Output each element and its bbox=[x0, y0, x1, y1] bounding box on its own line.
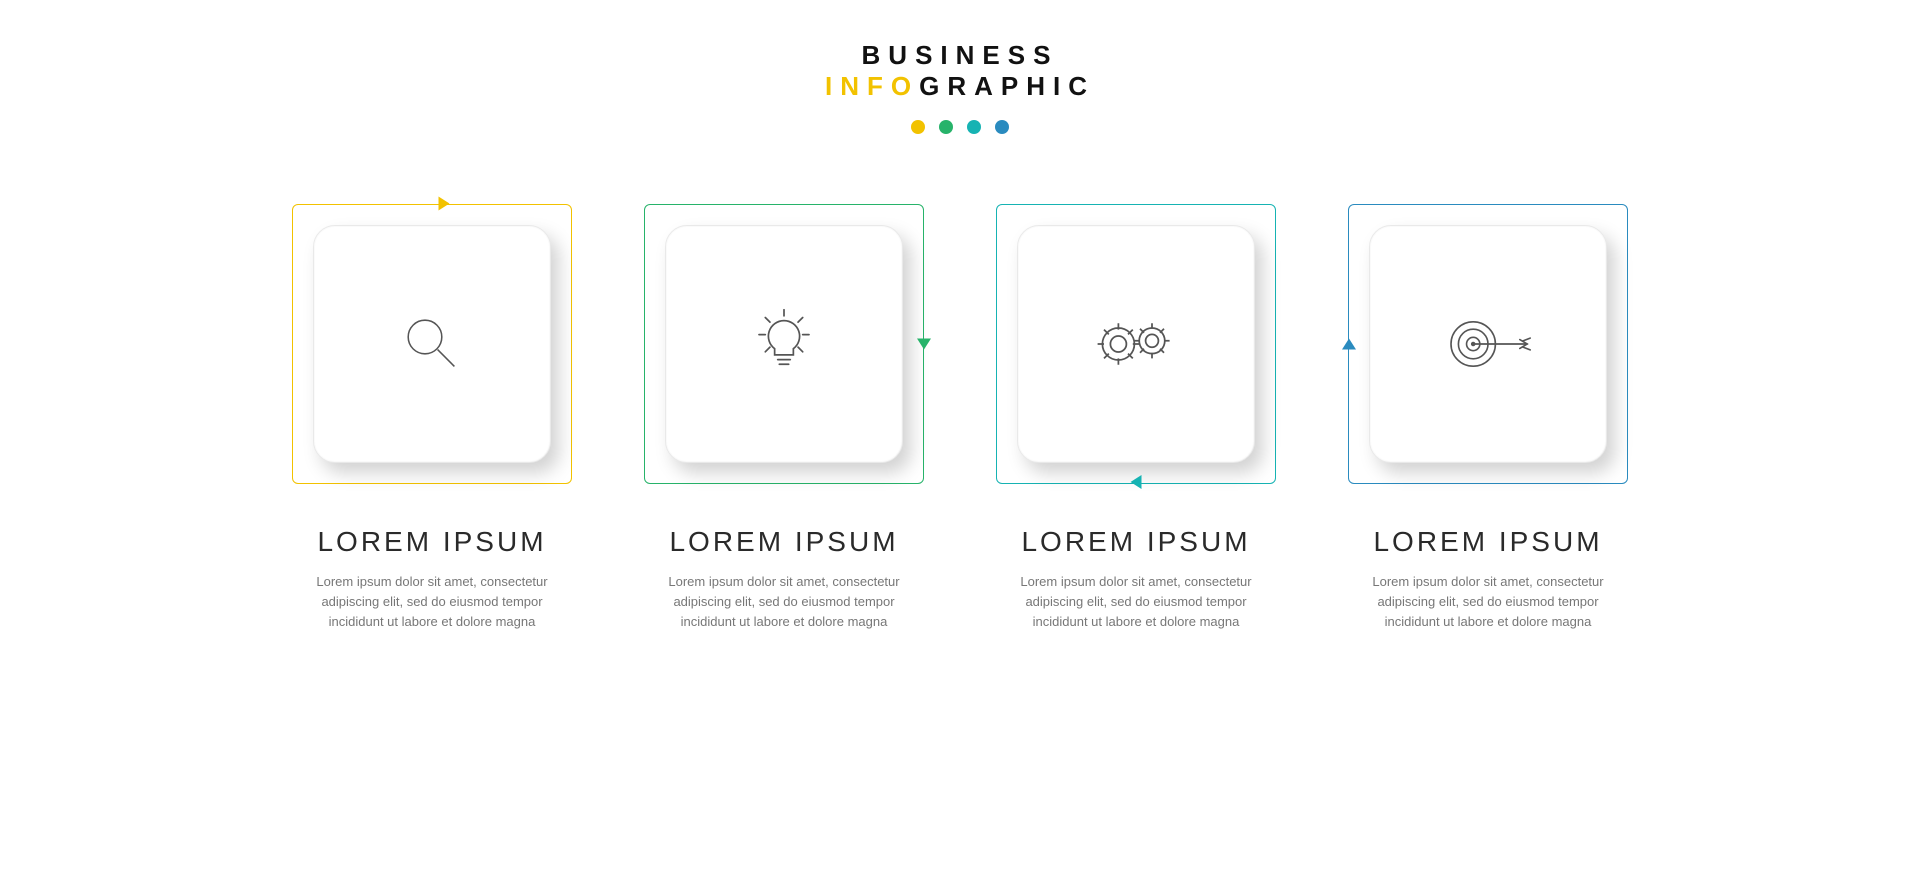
step-2-card bbox=[665, 225, 903, 463]
step-3-card bbox=[1017, 225, 1255, 463]
step-4-title: LOREM IPSUM bbox=[1373, 526, 1602, 558]
title-line1: BUSINESS bbox=[825, 40, 1095, 71]
dot-4 bbox=[995, 120, 1009, 134]
dot-1 bbox=[911, 120, 925, 134]
step-4-frame bbox=[1348, 204, 1628, 484]
step-1-arrow bbox=[439, 197, 450, 211]
step-3: LOREM IPSUM Lorem ipsum dolor sit amet, … bbox=[996, 204, 1276, 632]
step-2-frame bbox=[644, 204, 924, 484]
step-2-body: Lorem ipsum dolor sit amet, consectetur … bbox=[654, 572, 914, 632]
steps-row: LOREM IPSUM Lorem ipsum dolor sit amet, … bbox=[0, 204, 1920, 632]
lightbulb-icon bbox=[745, 305, 823, 383]
step-4-body: Lorem ipsum dolor sit amet, consectetur … bbox=[1358, 572, 1618, 632]
step-1-card bbox=[313, 225, 551, 463]
header-dots bbox=[825, 120, 1095, 134]
gears-icon bbox=[1088, 304, 1184, 384]
step-2-arrow bbox=[917, 339, 931, 350]
step-1-frame bbox=[292, 204, 572, 484]
step-4: LOREM IPSUM Lorem ipsum dolor sit amet, … bbox=[1348, 204, 1628, 632]
title-line2: INFOGRAPHIC bbox=[825, 71, 1095, 102]
header: BUSINESS INFOGRAPHIC bbox=[825, 40, 1095, 134]
step-1: LOREM IPSUM Lorem ipsum dolor sit amet, … bbox=[292, 204, 572, 632]
dot-3 bbox=[967, 120, 981, 134]
step-1-title: LOREM IPSUM bbox=[317, 526, 546, 558]
step-4-arrow bbox=[1342, 339, 1356, 350]
dot-2 bbox=[939, 120, 953, 134]
target-icon bbox=[1438, 307, 1538, 381]
step-3-frame bbox=[996, 204, 1276, 484]
step-3-arrow bbox=[1131, 475, 1142, 489]
step-3-title: LOREM IPSUM bbox=[1021, 526, 1250, 558]
step-4-card bbox=[1369, 225, 1607, 463]
step-2: LOREM IPSUM Lorem ipsum dolor sit amet, … bbox=[644, 204, 924, 632]
step-3-body: Lorem ipsum dolor sit amet, consectetur … bbox=[1006, 572, 1266, 632]
title-rest: GRAPHIC bbox=[919, 71, 1095, 101]
step-2-title: LOREM IPSUM bbox=[669, 526, 898, 558]
title-accent: INFO bbox=[825, 71, 919, 101]
magnifier-icon bbox=[397, 309, 467, 379]
step-1-body: Lorem ipsum dolor sit amet, consectetur … bbox=[302, 572, 562, 632]
